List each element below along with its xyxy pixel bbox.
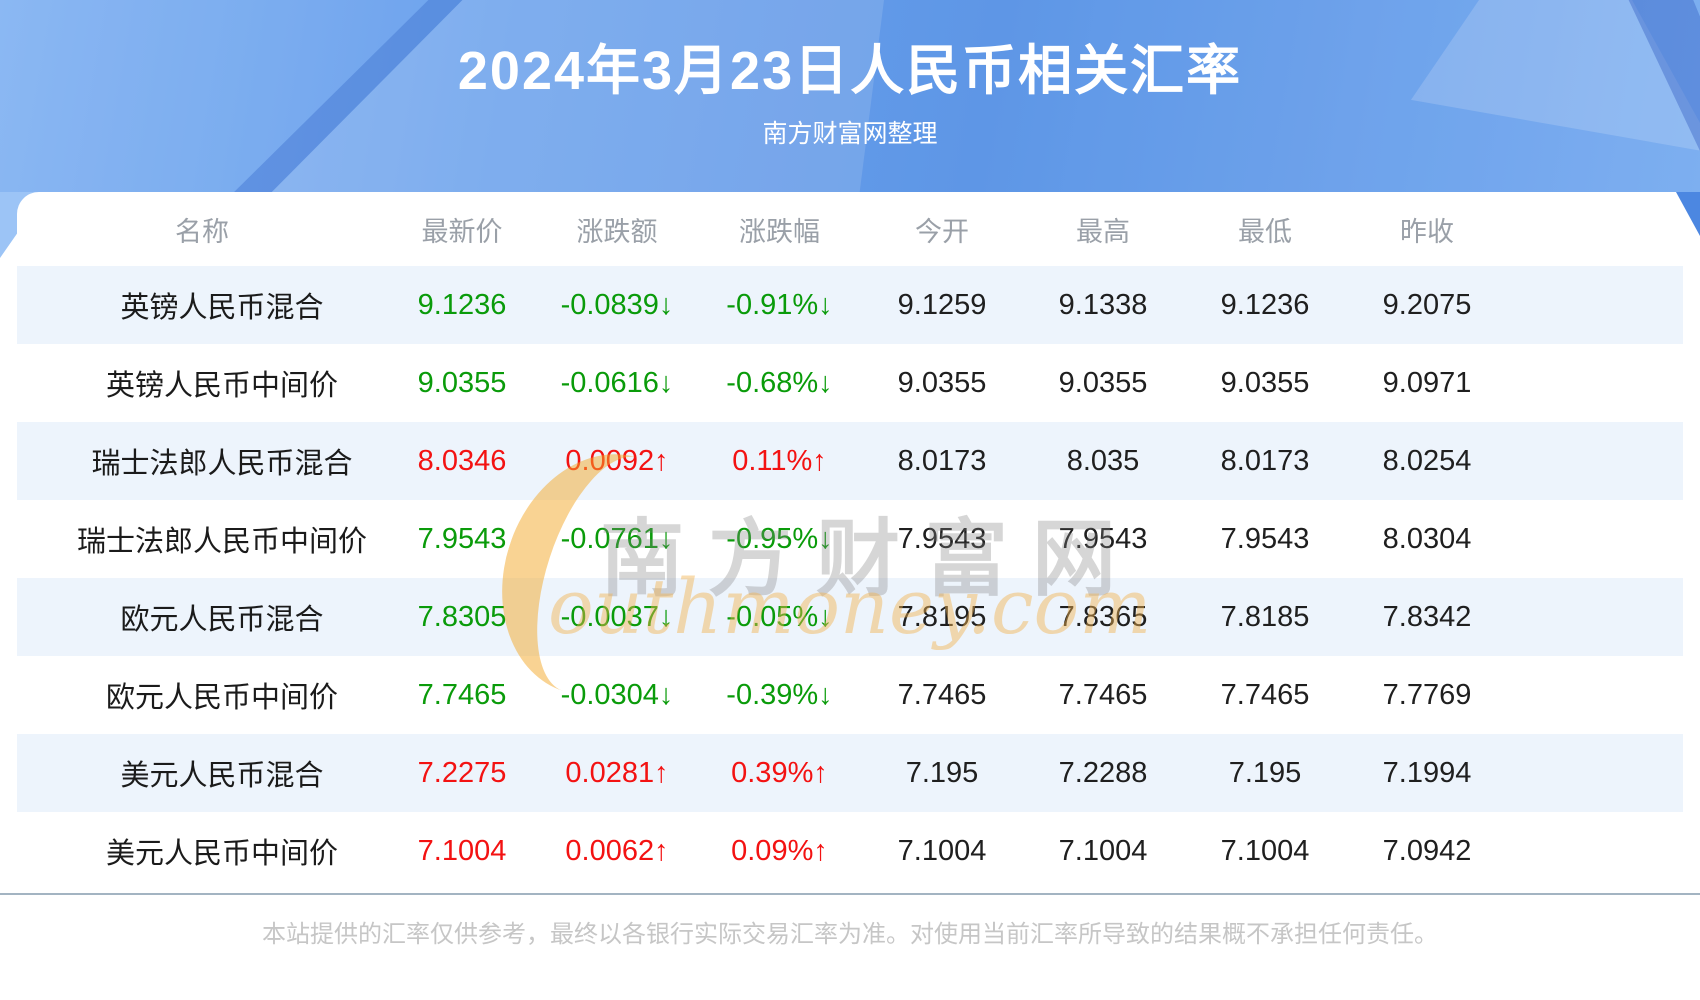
table-row: 美元人民币中间价 7.1004 0.0062↑ 0.09%↑ 7.1004 7.…: [17, 812, 1683, 890]
cell-name: 瑞士法郎人民币中间价: [76, 526, 367, 558]
page-subtitle: 南方财富网整理: [762, 120, 938, 148]
table-row: 欧元人民币中间价 7.7465 -0.0304↓ -0.39%↓ 7.7465 …: [17, 656, 1683, 734]
footer-divider: [0, 893, 1700, 895]
cell-high: 7.9543: [1058, 522, 1148, 555]
disclaimer-text: 本站提供的汇率仅供参考，最终以各银行实际交易汇率为准。对使用当前汇率所导致的结果…: [262, 921, 1438, 948]
cell-change: -0.0304↓: [560, 678, 674, 711]
cell-latest-price: 7.8305: [417, 600, 507, 633]
cell-change-pct: 0.11%↑: [732, 444, 827, 477]
column-header-name: 名称: [175, 216, 229, 247]
banner-chart-bar-decoration: [0, 0, 1700, 192]
cell-open: 9.0355: [897, 366, 987, 399]
cell-prev-close: 8.0304: [1382, 522, 1472, 555]
cell-prev-close: 7.7769: [1382, 678, 1472, 711]
cell-change: -0.0761↓: [560, 522, 674, 555]
cell-change: -0.0839↓: [560, 288, 674, 321]
cell-prev-close: 8.0254: [1382, 444, 1472, 477]
cell-low: 7.195: [1228, 756, 1302, 789]
cell-high: 7.2288: [1058, 756, 1148, 789]
cell-high: 9.0355: [1058, 366, 1148, 399]
cell-low: 8.0173: [1220, 444, 1310, 477]
cell-latest-price: 7.1004: [417, 834, 507, 867]
cell-open: 7.8195: [897, 600, 987, 633]
cell-name: 欧元人民币中间价: [105, 682, 338, 714]
cell-spacer: [1508, 422, 1683, 500]
table-row: 英镑人民币中间价 9.0355 -0.0616↓ -0.68%↓ 9.0355 …: [17, 344, 1683, 422]
cell-name: 美元人民币混合: [120, 760, 324, 792]
cell-change: 0.0062↑: [565, 834, 669, 867]
cell-change: -0.0616↓: [560, 366, 674, 399]
cell-low: 7.9543: [1220, 522, 1310, 555]
cell-change-pct: -0.39%↓: [726, 678, 833, 711]
cell-high: 7.7465: [1058, 678, 1148, 711]
exchange-rate-card: 名称 最新价 涨跌额 涨跌幅 今开 最高 最低 昨收 英镑人民币混合 9.123…: [17, 192, 1683, 893]
cell-prev-close: 7.1994: [1382, 756, 1472, 789]
cell-low: 9.0355: [1220, 366, 1310, 399]
cell-spacer: [1508, 266, 1683, 344]
cell-latest-price: 7.9543: [417, 522, 507, 555]
table-row: 瑞士法郎人民币中间价 7.9543 -0.0761↓ -0.95%↓ 7.954…: [17, 500, 1683, 578]
cell-prev-close: 9.2075: [1382, 288, 1472, 321]
column-header-change: 涨跌额: [576, 216, 658, 247]
column-header-change-pct: 涨跌幅: [739, 216, 820, 247]
column-header-low: 最低: [1238, 216, 1292, 247]
cell-latest-price: 7.7465: [417, 678, 507, 711]
column-header-open: 今开: [915, 216, 969, 247]
cell-spacer: [1508, 812, 1683, 890]
cell-change-pct: -0.68%↓: [726, 366, 833, 399]
table-row: 英镑人民币混合 9.1236 -0.0839↓ -0.91%↓ 9.1259 9…: [17, 266, 1683, 344]
cell-high: 9.1338: [1058, 288, 1148, 321]
cell-change-pct: -0.91%↓: [726, 288, 833, 321]
cell-change: -0.0037↓: [560, 600, 674, 633]
table-row: 欧元人民币混合 7.8305 -0.0037↓ -0.05%↓ 7.8195 7…: [17, 578, 1683, 656]
cell-open: 8.0173: [897, 444, 987, 477]
cell-open: 7.9543: [897, 522, 987, 555]
cell-latest-price: 9.1236: [417, 288, 507, 321]
cell-spacer: [1508, 734, 1683, 812]
cell-spacer: [1508, 656, 1683, 734]
cell-low: 7.8185: [1220, 600, 1310, 633]
cell-prev-close: 7.8342: [1382, 600, 1472, 633]
cell-name: 英镑人民币中间价: [105, 370, 338, 402]
table-header-row: 名称 最新价 涨跌额 涨跌幅 今开 最高 最低 昨收: [17, 192, 1683, 266]
cell-spacer: [1508, 344, 1683, 422]
cell-open: 7.1004: [897, 834, 987, 867]
cell-high: 7.1004: [1058, 834, 1148, 867]
column-header-spacer: [1508, 192, 1683, 266]
table-row: 瑞士法郎人民币混合 8.0346 0.0092↑ 0.11%↑ 8.0173 8…: [17, 422, 1683, 500]
cell-prev-close: 9.0971: [1382, 366, 1472, 399]
cell-latest-price: 9.0355: [417, 366, 507, 399]
cell-spacer: [1508, 500, 1683, 578]
cell-high: 7.8365: [1058, 600, 1148, 633]
banner-chart-bar-decoration: [0, 0, 1700, 192]
cell-latest-price: 8.0346: [417, 444, 507, 477]
cell-change-pct: 0.09%↑: [731, 834, 828, 867]
column-header-high: 最高: [1076, 216, 1130, 247]
cell-change-pct: 0.39%↑: [731, 756, 828, 789]
cell-change: 0.0281↑: [565, 756, 669, 789]
cell-change-pct: -0.05%↓: [726, 600, 833, 633]
cell-open: 7.7465: [897, 678, 987, 711]
header-banner: 2024年3月23日人民币相关汇率 南方财富网整理: [0, 0, 1700, 192]
cell-prev-close: 7.0942: [1382, 834, 1472, 867]
cell-low: 9.1236: [1220, 288, 1310, 321]
column-header-prev-close: 昨收: [1400, 216, 1454, 247]
cell-low: 7.7465: [1220, 678, 1310, 711]
table-row: 美元人民币混合 7.2275 0.0281↑ 0.39%↑ 7.195 7.22…: [17, 734, 1683, 812]
cell-name: 瑞士法郎人民币混合: [91, 448, 353, 480]
cell-open: 7.195: [905, 756, 979, 789]
column-header-latest-price: 最新价: [421, 216, 503, 247]
cell-high: 8.035: [1066, 444, 1140, 477]
cell-latest-price: 7.2275: [417, 756, 507, 789]
cell-spacer: [1508, 578, 1683, 656]
cell-name: 欧元人民币混合: [120, 604, 324, 636]
cell-change-pct: -0.95%↓: [726, 522, 833, 555]
cell-open: 9.1259: [897, 288, 987, 321]
page-title: 2024年3月23日人民币相关汇率: [457, 41, 1243, 101]
cell-low: 7.1004: [1220, 834, 1310, 867]
cell-name: 英镑人民币混合: [120, 292, 324, 324]
cell-change: 0.0092↑: [565, 444, 669, 477]
cell-name: 美元人民币中间价: [105, 838, 338, 870]
